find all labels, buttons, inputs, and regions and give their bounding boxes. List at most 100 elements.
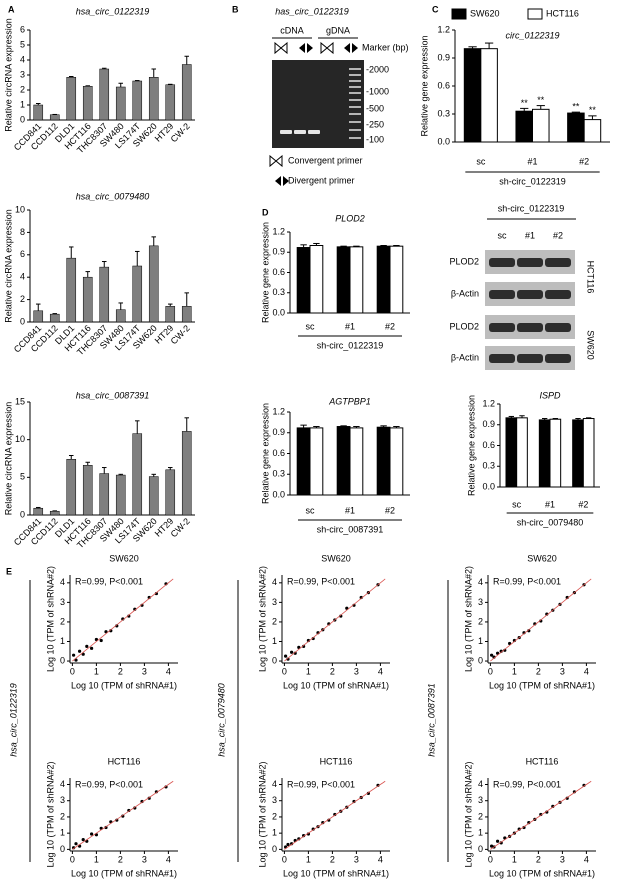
point	[290, 842, 294, 846]
legend-label: SW620	[470, 8, 500, 18]
divergent-symbol	[344, 43, 350, 53]
bar	[532, 108, 550, 143]
blot-row-label: β-Actin	[451, 288, 479, 298]
blot-lane: #2	[553, 230, 563, 240]
x-tick-label: 0	[488, 666, 493, 676]
significance: **	[521, 98, 529, 108]
error-bar	[588, 115, 597, 120]
point	[72, 846, 76, 850]
bar	[389, 427, 404, 496]
error-bar	[300, 244, 307, 248]
gel-band	[308, 130, 320, 134]
x-tick-label: 2	[118, 666, 123, 676]
error-bar	[118, 302, 124, 310]
error-bar	[380, 425, 387, 428]
y-tick-label: 0	[60, 655, 65, 665]
convergent-symbol	[280, 41, 288, 55]
y-tick-label: 0.3	[272, 287, 285, 297]
bar	[309, 245, 324, 314]
y-tick-label: 0	[272, 655, 277, 665]
bar	[376, 245, 391, 314]
chart-title: hsa_circ_0079480	[76, 191, 150, 201]
bar	[336, 426, 351, 496]
point	[522, 825, 526, 830]
y-tick-label: 6	[20, 24, 25, 34]
gel-lane-label: gDNA	[326, 25, 350, 35]
error-bar	[35, 303, 41, 311]
point	[85, 644, 89, 648]
y-tick-label: 0.0	[437, 136, 450, 146]
blot-cell: SW620	[586, 330, 596, 360]
bar	[572, 419, 584, 488]
x-tick-label: 0	[488, 854, 493, 864]
bar	[582, 418, 595, 488]
y-tick-label: 4	[60, 779, 65, 789]
divergent-symbol	[352, 43, 358, 53]
chart-title: HCT116	[320, 756, 353, 766]
ladder-band	[349, 121, 361, 123]
bar	[115, 86, 126, 121]
x-tick-label: 3	[142, 854, 147, 864]
bar	[376, 426, 391, 496]
error-bar	[571, 111, 581, 114]
x-tick-label: #1	[345, 321, 355, 331]
y-tick-label: 1	[272, 636, 277, 646]
error-bar	[508, 415, 514, 418]
error-bar	[519, 415, 525, 418]
chart-title: SW620	[109, 553, 139, 563]
bar	[480, 48, 498, 143]
bar	[349, 427, 364, 496]
error-bar	[468, 46, 477, 49]
blot-row-label: β-Actin	[451, 352, 479, 362]
marker-size: -1000	[366, 86, 389, 96]
chart-title: PLOD2	[335, 213, 365, 223]
chart-title: HCT116	[526, 756, 559, 766]
bar	[115, 474, 126, 516]
error-bar	[340, 245, 347, 247]
point	[366, 791, 370, 796]
bar	[165, 84, 176, 121]
point	[99, 638, 103, 643]
point	[490, 844, 494, 848]
panel-letter: E	[6, 566, 12, 576]
error-bar	[35, 506, 41, 509]
x-tick-label: 0	[282, 854, 287, 864]
chart-title: SW620	[527, 553, 557, 563]
y-tick-label: 0.6	[272, 267, 285, 277]
convergent-symbol	[326, 41, 334, 55]
x-tick-label: #2	[578, 499, 588, 509]
chart-title: hsa_circ_0122319	[76, 6, 150, 16]
blot-header: sh-circ_0122319	[498, 203, 565, 213]
x-axis-label: Log 10 (TPM of shRNA#1)	[71, 680, 177, 690]
blot-band	[545, 323, 571, 332]
point	[81, 838, 85, 842]
gel-legend: Divergent primer	[288, 175, 355, 185]
y-tick-label: 4	[478, 577, 483, 587]
marker-size: -500	[366, 103, 384, 113]
x-tick-label: 1	[306, 854, 311, 864]
bar	[49, 510, 60, 516]
x-axis-label: Log 10 (TPM of shRNA#1)	[489, 868, 595, 878]
y-tick-label: 0.3	[482, 461, 495, 471]
ladder-band	[349, 106, 361, 108]
significance: **	[572, 102, 580, 112]
bar	[165, 469, 176, 516]
point	[306, 832, 310, 836]
row-label: hsa_circ_0122319	[8, 683, 18, 757]
panel-letter: A	[8, 4, 15, 14]
x-axis-label: Log 10 (TPM of shRNA#1)	[71, 868, 177, 878]
blot-band	[517, 258, 543, 267]
error-bar	[134, 420, 140, 434]
y-tick-label: 2	[272, 616, 277, 626]
point	[72, 653, 76, 657]
point	[321, 821, 325, 825]
gel-band	[294, 130, 306, 134]
error-bar	[353, 426, 360, 428]
y-tick-label: 1	[478, 636, 483, 646]
y-axis-label: Log 10 (TPM of shRNA#2)	[257, 566, 267, 672]
error-bar	[118, 82, 124, 87]
x-tick-label: 3	[354, 854, 359, 864]
error-bar	[586, 417, 592, 419]
gel-band	[280, 130, 292, 134]
